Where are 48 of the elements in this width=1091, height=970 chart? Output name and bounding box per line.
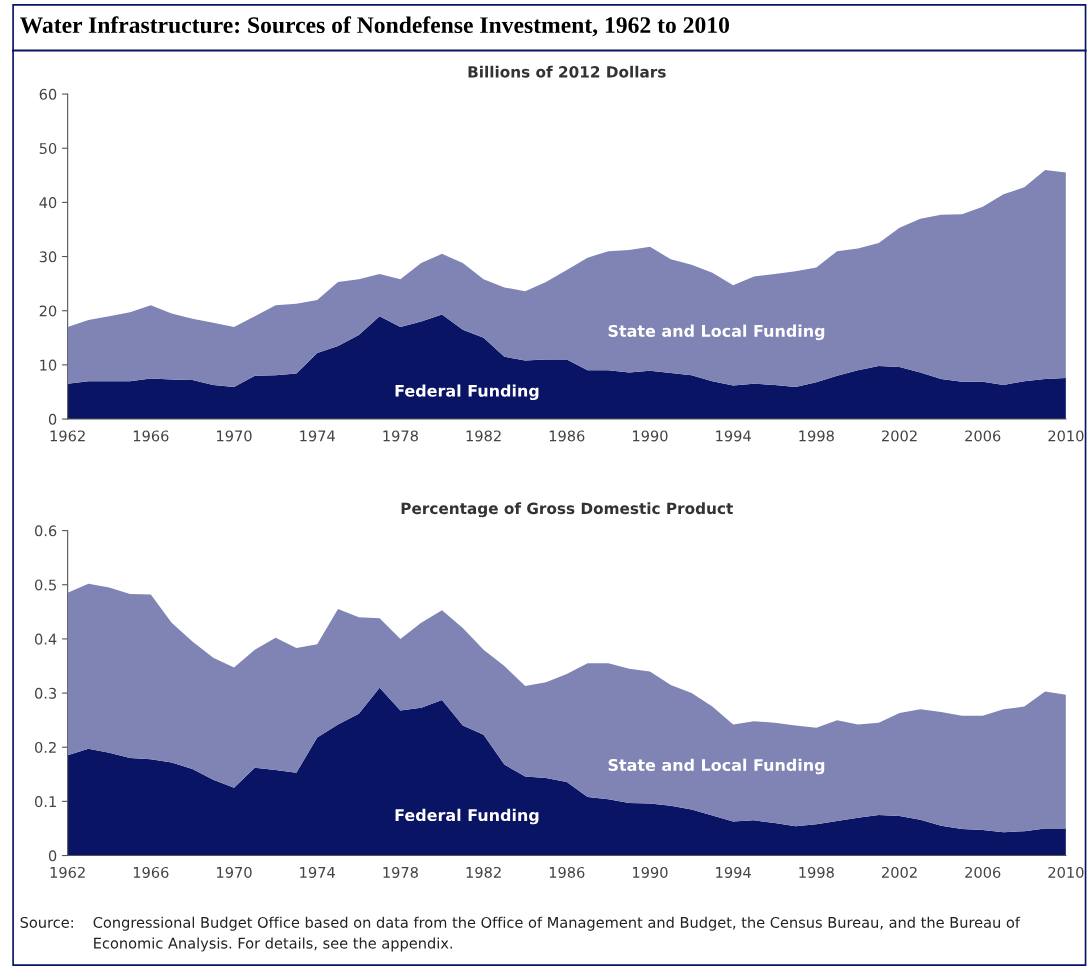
x-tick-label: 1990 xyxy=(633,866,668,878)
x-tick-label: 1982 xyxy=(466,430,501,442)
x-tick-label: 2002 xyxy=(882,866,917,878)
y-tick-label: 0 xyxy=(48,850,57,862)
x-tick-label: 1998 xyxy=(799,430,834,442)
y-tick-label: 0.4 xyxy=(34,633,57,645)
x-tick-label: 1986 xyxy=(549,430,585,442)
series-label: State and Local Funding xyxy=(608,324,825,341)
y-tick-label: 0.6 xyxy=(34,525,57,537)
x-tick-label: 1966 xyxy=(133,866,169,878)
x-tick-label: 1990 xyxy=(633,430,668,442)
y-tick-label: 0 xyxy=(48,413,57,425)
series-label: Federal Funding xyxy=(395,384,539,401)
y-tick-label: 0.3 xyxy=(34,687,57,699)
x-tick-label: 1978 xyxy=(383,430,418,442)
x-tick-label: 1962 xyxy=(50,430,85,442)
x-tick-label: 2006 xyxy=(965,430,1001,442)
x-tick-label: 1994 xyxy=(716,430,751,442)
x-tick-label: 2010 xyxy=(1048,866,1084,878)
text: Source: Congressional Budget Office based on data from the Office of Management and Budget, the Census Bureau, and the Bureau of Economic Analysis. For details, see the appendix. xyxy=(20,916,1021,952)
x-tick-label: 1966 xyxy=(133,430,169,442)
chart-subtitle: Percentage of Gross Domestic Product xyxy=(401,502,733,518)
y-tick-label: 50 xyxy=(39,142,57,154)
y-tick-label: 0.5 xyxy=(34,579,56,591)
y-tick-label: 20 xyxy=(39,305,57,317)
chart-title: Water Infrastructure: Sources of Nondefense Investment, 1962 to 2010 xyxy=(19,16,730,37)
y-tick-label: 0.2 xyxy=(34,741,56,753)
y-tick-label: 10 xyxy=(40,359,57,371)
x-tick-label: 1974 xyxy=(300,430,335,442)
series-label: State and Local Funding xyxy=(608,758,825,775)
x-tick-label: 1998 xyxy=(799,866,834,878)
chart-subtitle: Billions of 2012 Dollars xyxy=(468,65,666,78)
x-tick-label: 1978 xyxy=(383,866,418,878)
x-tick-label: 1970 xyxy=(217,866,252,878)
x-tick-label: 1970 xyxy=(217,430,252,442)
x-tick-label: 1986 xyxy=(549,866,585,878)
x-tick-label: 1974 xyxy=(300,866,335,878)
y-tick-label: 0.1 xyxy=(34,796,56,808)
x-tick-label: 1962 xyxy=(50,866,85,878)
y-tick-label: 30 xyxy=(39,251,57,263)
x-tick-label: 2010 xyxy=(1048,430,1084,442)
x-tick-label: 1982 xyxy=(466,866,501,878)
x-tick-label: 2002 xyxy=(882,430,917,442)
y-tick-label: 40 xyxy=(39,197,57,209)
series-label: Federal Funding xyxy=(395,808,539,825)
x-tick-label: 1994 xyxy=(716,866,751,878)
y-tick-label: 60 xyxy=(39,88,57,100)
x-tick-label: 2006 xyxy=(965,866,1001,878)
